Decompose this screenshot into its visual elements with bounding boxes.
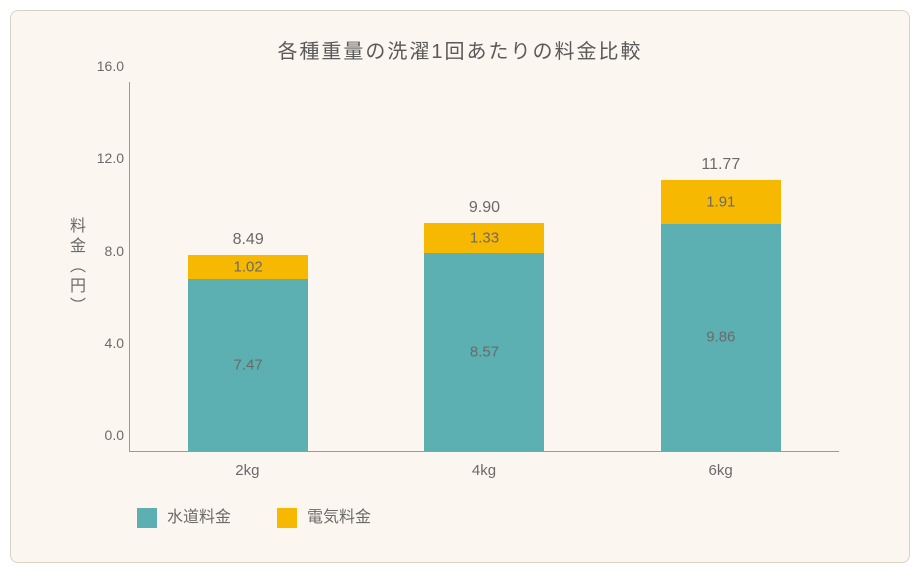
legend-swatch-water	[137, 508, 157, 528]
bar-total-label: 8.49	[188, 231, 308, 249]
bars-container: 8.49 1.02 7.47 9.90 1.33 8.57 11.77 1.91 9.86	[130, 82, 839, 451]
chart-card: 各種重量の洗濯1回あたりの料金比較 料金（円） 8.49 1.02 7.47 9.90…	[10, 10, 910, 563]
bar-segment-water: 8.57	[424, 253, 544, 451]
y-axis-label: 料金（円）	[63, 217, 87, 317]
legend-item-water: 水道料金	[137, 503, 231, 528]
bar-column: 11.77 1.91 9.86	[661, 82, 781, 451]
bar-total-label: 9.90	[424, 199, 544, 217]
y-tick: 8.0	[82, 243, 124, 259]
bar-total-label: 11.77	[661, 156, 781, 174]
bar-segment-water: 9.86	[661, 224, 781, 451]
legend-label-water: 水道料金	[167, 509, 231, 526]
x-tick-label: 6kg	[661, 462, 781, 479]
x-axis-labels: 2kg 4kg 6kg	[129, 462, 839, 479]
bar-segment-electric: 1.91	[661, 180, 781, 224]
bar-value-water: 8.57	[424, 344, 544, 361]
bar-value-water: 7.47	[188, 356, 308, 373]
y-tick: 0.0	[82, 427, 124, 443]
bar-value-electric: 1.02	[188, 259, 308, 274]
bar-column: 8.49 1.02 7.47	[188, 82, 308, 451]
x-tick-label: 2kg	[187, 462, 307, 479]
legend-item-electric: 電気料金	[277, 503, 371, 528]
bar-segment-electric: 1.02	[188, 255, 308, 279]
bar-segment-water: 7.47	[188, 279, 308, 451]
plot: 8.491.027.479.901.338.5711.771.919.86 0.…	[129, 82, 839, 452]
bar-segment-electric: 1.33	[424, 223, 544, 254]
plot-area: 料金（円） 8.491.027.479.901.338.5711.771.919…	[129, 82, 839, 452]
bar-column: 9.90 1.33 8.57	[424, 82, 544, 451]
y-tick: 16.0	[82, 58, 124, 74]
legend-label-electric: 電気料金	[307, 509, 371, 526]
y-tick: 4.0	[82, 335, 124, 351]
legend-swatch-electric	[277, 508, 297, 528]
bar-value-electric: 1.91	[661, 194, 781, 209]
x-tick-label: 4kg	[424, 462, 544, 479]
y-tick: 12.0	[82, 150, 124, 166]
bar-value-water: 9.86	[661, 329, 781, 346]
bar-value-electric: 1.33	[424, 231, 544, 246]
chart-title: 各種重量の洗濯1回あたりの料金比較	[51, 35, 869, 64]
legend: 水道料金 電気料金	[137, 503, 869, 528]
